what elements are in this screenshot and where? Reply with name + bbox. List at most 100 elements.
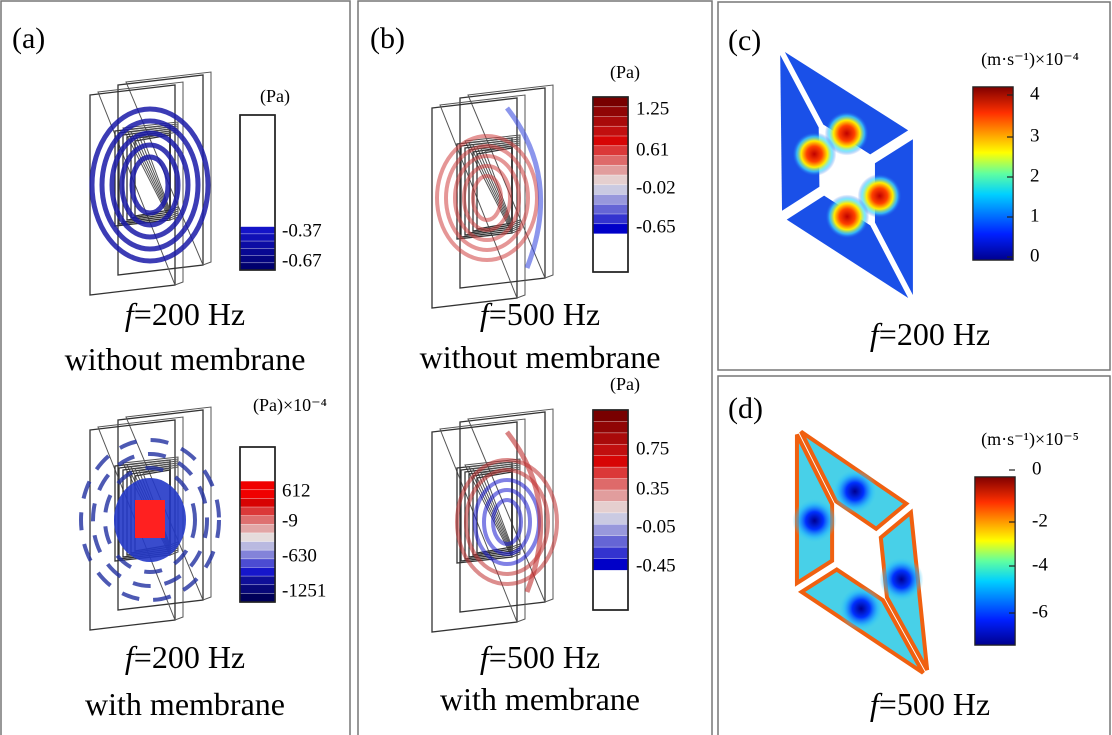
caption-value: =200 Hz [134,639,245,675]
colorbar-tick-label: -630 [282,545,317,566]
velocity-map [780,52,913,298]
colorbar-stripe [240,498,275,507]
colorbar-tick-label: 3 [1030,125,1040,146]
colorbar-tick-label: 0.75 [636,438,669,459]
colorbar-tick-label: -6 [1032,601,1048,622]
colorbar-stripe [240,585,275,594]
cold-spot [833,469,877,513]
colorbar-stripe [240,516,275,525]
caption-value: =200 Hz [879,316,990,352]
colorbar-tick-label: -4 [1032,554,1048,575]
colorbar-unit: (Pa) [610,374,640,395]
caption-condition: with membrane [85,686,285,722]
colorbar-stripe [593,136,628,146]
colorbar-stripe [240,227,275,235]
colorbar-tick-label: -2 [1032,510,1048,531]
colorbar-stripe [240,234,275,242]
panel-label: (b) [370,22,405,55]
colorbar [975,477,1015,645]
colorbar-stripe [593,224,628,234]
colorbar-stripe [240,481,275,490]
colorbar-tick-label: 1.25 [636,98,669,119]
colorbar-stripe [593,490,628,502]
colorbar-stripe [240,533,275,542]
colorbar [973,87,1013,260]
colorbar-stripe [593,456,628,468]
colorbar-stripe [240,256,275,264]
colorbar-tick-label: 0 [1030,245,1040,266]
model-sketch [81,407,219,630]
colorbar-tick-label: -9 [282,510,298,531]
caption: f=500 Hz [870,686,990,722]
colorbar-stripe [240,550,275,559]
model-sketch [90,72,211,295]
model-sketch [432,85,553,308]
hot-spot [825,195,869,239]
cold-spot [793,499,837,543]
cold-spot [839,587,883,631]
caption-value: =500 Hz [489,639,600,675]
colorbar-stripe [593,165,628,175]
colorbar-stripe [593,214,628,224]
colorbar-stripe [593,524,628,536]
colorbar-stripe [593,195,628,205]
colorbar-stripe [593,204,628,214]
colorbar-stripe [240,576,275,585]
colorbar-stripe [240,241,275,249]
colorbar-stripe [593,467,628,479]
colorbar-stripe [240,593,275,602]
colorbar-tick-label: 0 [1032,458,1042,479]
colorbar-tick-label: -0.37 [282,220,322,241]
colorbar-stripe [240,248,275,256]
colorbar-stripe [593,559,628,571]
colorbar-unit: (m·s⁻¹)×10⁻⁵ [981,429,1079,450]
model-sketch [432,409,557,632]
velocity-map [793,432,928,673]
figure: (a) (Pa) -0.37 -0.67 f=200 Hz without membran… [0,0,1112,735]
colorbar-tick-label: 2 [1030,165,1040,186]
colorbar-unit: (Pa) [610,62,640,83]
colorbar-stripe [593,433,628,445]
colorbar-stripe [593,97,628,107]
colorbar-tick-label: 612 [282,480,311,501]
colorbar-stripe [240,507,275,516]
colorbar-tick-label: 0.35 [636,478,669,499]
caption-value: =500 Hz [879,686,990,722]
caption: f=200 Hz [125,296,245,332]
colorbar-stripe [240,263,275,271]
colorbar-tick-label: -0.02 [636,177,676,198]
colorbar-stripe [593,126,628,136]
colorbar-tick-label: 0.61 [636,139,669,160]
colorbar-stripe [593,501,628,513]
caption: f=500 Hz [480,639,600,675]
panel-label: (c) [728,24,761,57]
field-ring [132,157,168,213]
colorbar-stripe [593,421,628,433]
colorbar-stripe [593,117,628,127]
caption: f=500 Hz [480,296,600,332]
colorbar-stripe [593,536,628,548]
caption-condition: with membrane [440,681,640,717]
colorbar-unit: (Pa) [260,86,290,107]
colorbar-stripe [240,524,275,533]
colorbar-stripe [593,547,628,559]
colorbar-tick-label: -0.45 [636,555,676,576]
caption: f=200 Hz [870,316,990,352]
colorbar-stripe [593,444,628,456]
colorbar-tick-label: -0.65 [636,216,676,237]
colorbar-stripe [593,410,628,422]
colorbar-stripe [593,513,628,525]
colorbar-unit: (Pa)×10⁻⁴ [253,395,327,416]
colorbar-stripe [593,107,628,117]
field-core [135,500,165,538]
caption-value: =500 Hz [489,296,600,332]
colorbar-stripe [240,567,275,576]
panel-label: (a) [12,22,45,55]
cold-spot [879,557,923,601]
colorbar-stripe [593,479,628,491]
colorbar-tick-label: -0.67 [282,250,322,271]
caption-value: =200 Hz [134,296,245,332]
caption-condition: without membrane [65,341,306,377]
colorbar-stripe [240,490,275,499]
colorbar-stripe [240,542,275,551]
